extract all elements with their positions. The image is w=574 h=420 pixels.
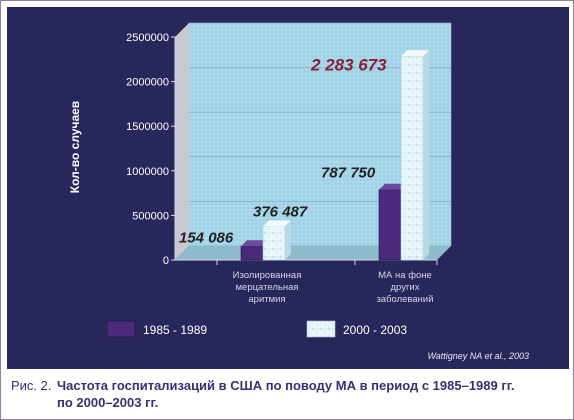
bar-2-1	[262, 226, 286, 261]
bar-2-2	[400, 55, 424, 261]
y-tick-label: 2500000	[126, 32, 169, 44]
bar-side	[285, 220, 291, 260]
chart-panel: 2500000 2000000 1500000 1000000 500000 0 Изоли…	[7, 7, 569, 369]
bar-1-1	[240, 245, 264, 261]
caption-prefix: Рис. 2.	[11, 378, 52, 393]
data-label: 2 283 673	[310, 55, 387, 74]
x-tick-label: МА на фоне	[378, 270, 432, 281]
bar-chart: 2500000 2000000 1500000 1000000 500000 0 Изоли…	[68, 22, 529, 361]
y-tick-label: 1000000	[126, 166, 169, 178]
bar-top	[379, 183, 407, 190]
bar-1-2	[378, 189, 402, 261]
source-note: Wattigney NA et al., 2003	[427, 351, 529, 361]
bar-top	[241, 240, 269, 247]
plot-side-wall	[175, 23, 189, 260]
figure-caption: Рис. 2. Частота госпитализаций в США по …	[7, 371, 569, 417]
legend-label: 1985 - 1989	[143, 323, 207, 337]
legend-swatch	[306, 320, 336, 338]
y-tick-label: 0	[163, 255, 169, 267]
y-tick-label: 2000000	[126, 77, 169, 89]
y-axis-label: Кол-во случаев	[68, 101, 82, 193]
bar-top	[401, 50, 429, 57]
bar-side	[423, 50, 429, 260]
caption-line-1: Частота госпитализаций в США по поводу М…	[57, 378, 515, 393]
data-label: 154 086	[179, 229, 234, 246]
caption-line-2: по 2000–2003 гг.	[57, 395, 159, 410]
x-tick-label: других	[391, 282, 420, 293]
bar-top	[263, 220, 291, 227]
x-tick-label: заболеваний	[376, 294, 433, 305]
y-tick-label: 500000	[132, 210, 169, 222]
x-tick-label: аритмия	[248, 294, 285, 305]
y-tick-label: 1500000	[126, 121, 169, 133]
data-label: 787 750	[321, 165, 376, 182]
x-tick-label: Изолированная	[233, 270, 302, 281]
legend-label: 2000 - 2003	[343, 323, 407, 337]
legend-swatch	[106, 320, 136, 338]
x-tick-label: мерцательная	[236, 282, 299, 293]
data-label: 376 487	[253, 203, 308, 220]
